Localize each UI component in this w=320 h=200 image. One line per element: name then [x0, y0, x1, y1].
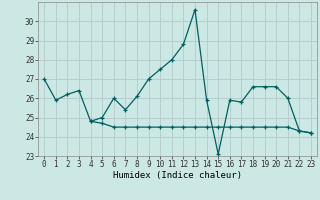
- X-axis label: Humidex (Indice chaleur): Humidex (Indice chaleur): [113, 171, 242, 180]
